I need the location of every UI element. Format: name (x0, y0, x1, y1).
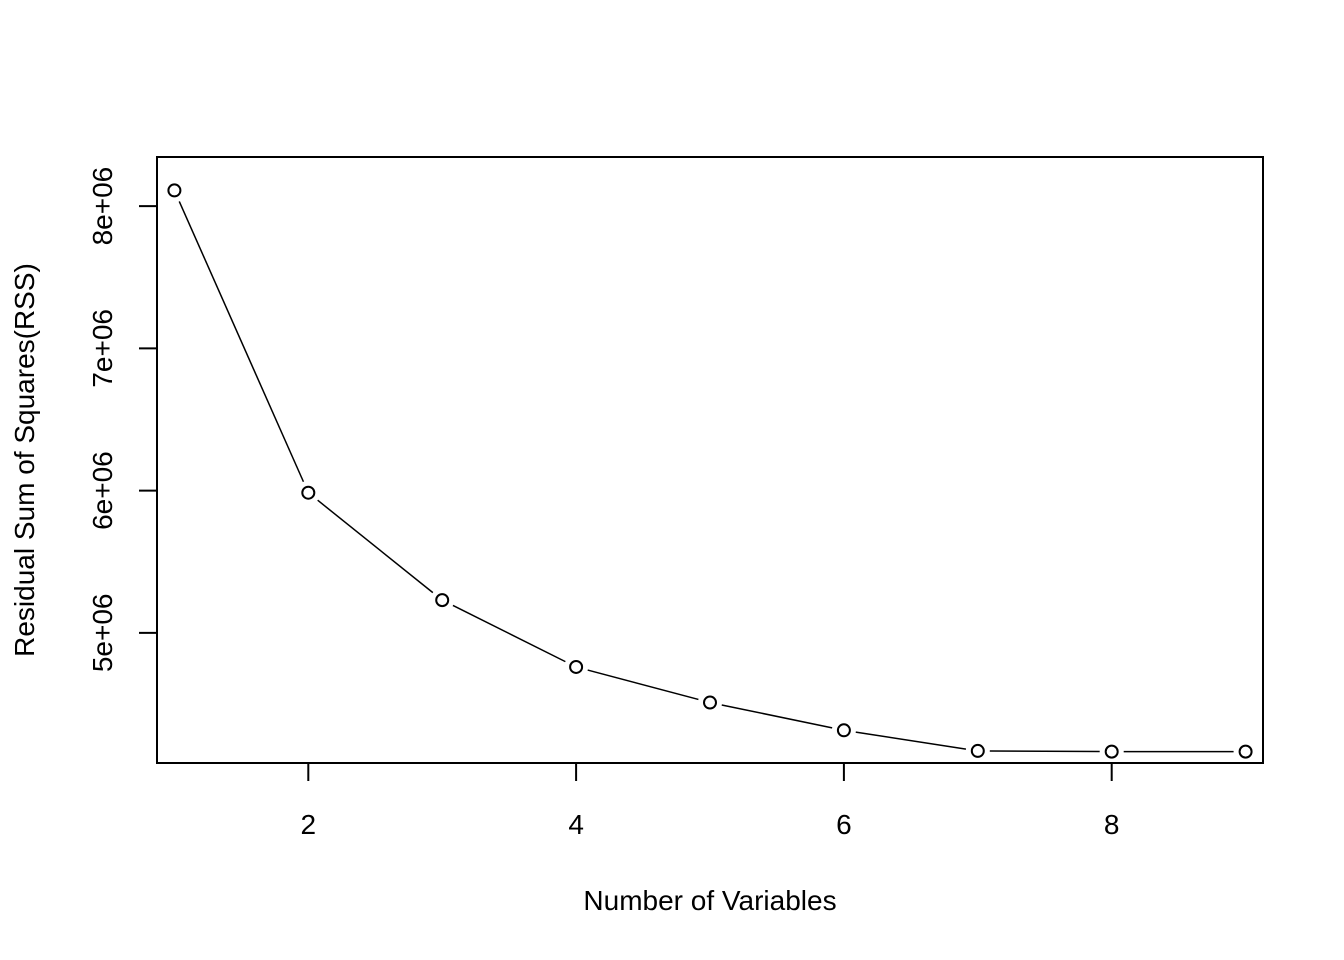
y-axis: 5e+06 6e+06 7e+06 8e+06 (87, 167, 158, 673)
data-point (1238, 744, 1253, 759)
series-segment (317, 499, 434, 594)
series-segment (989, 750, 1100, 753)
series-segment (855, 731, 967, 750)
data-point (167, 183, 182, 198)
data-point (569, 659, 584, 674)
y-tick-label: 7e+06 (87, 309, 118, 388)
series-segment (587, 669, 699, 701)
series-points (167, 183, 1253, 759)
series-segment (721, 704, 833, 729)
x-axis: 2 4 6 8 (301, 762, 1120, 840)
series-segment (178, 201, 305, 483)
x-tick-label: 4 (568, 809, 584, 840)
data-point (301, 485, 316, 500)
data-point (703, 695, 717, 710)
y-tick-label: 6e+06 (87, 451, 118, 530)
series-lines (178, 201, 1234, 753)
y-tick-label: 5e+06 (87, 594, 118, 673)
x-tick-label: 6 (836, 809, 852, 840)
x-axis-label: Number of Variables (583, 885, 836, 916)
data-point (435, 593, 450, 608)
series-segment (452, 604, 566, 663)
y-tick-label: 8e+06 (87, 167, 118, 246)
x-tick-label: 2 (301, 809, 317, 840)
data-point (836, 723, 851, 738)
data-point (970, 743, 985, 758)
y-axis-label: Residual Sum of Squares(RSS) (9, 263, 40, 657)
data-point (1104, 744, 1119, 759)
x-tick-label: 8 (1104, 809, 1120, 840)
plot-frame (156, 156, 1264, 764)
